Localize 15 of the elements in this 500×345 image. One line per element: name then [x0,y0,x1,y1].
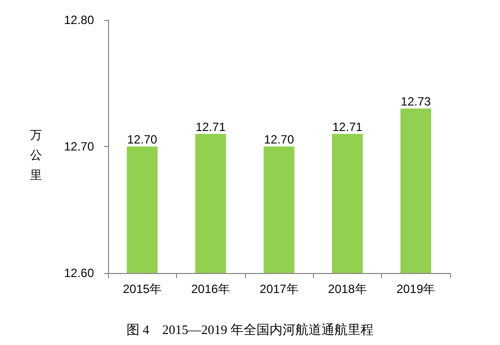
x-tick-label: 2018年 [328,282,367,296]
text: 图 4 2015—2019 年全国内河航道通航里程 [126,322,374,337]
y-tick-label: 12.60 [64,266,94,280]
x-tick-label: 2016年 [191,282,230,296]
y-tick-label: 12.80 [64,13,94,27]
x-tick-label: 2017年 [260,282,298,296]
data-label: 12.70 [127,132,158,146]
data-label: 12.71 [196,120,226,134]
y-axis-title: 万公里 [30,128,42,182]
x-tick-label: 2019年 [396,282,436,296]
y-tick-label: 12.70 [64,140,94,154]
x-tick-label: 2015年 [122,282,162,296]
data-label: 12.73 [400,94,432,109]
data-label: 12.70 [264,132,294,146]
data-label: 12.71 [332,120,363,134]
